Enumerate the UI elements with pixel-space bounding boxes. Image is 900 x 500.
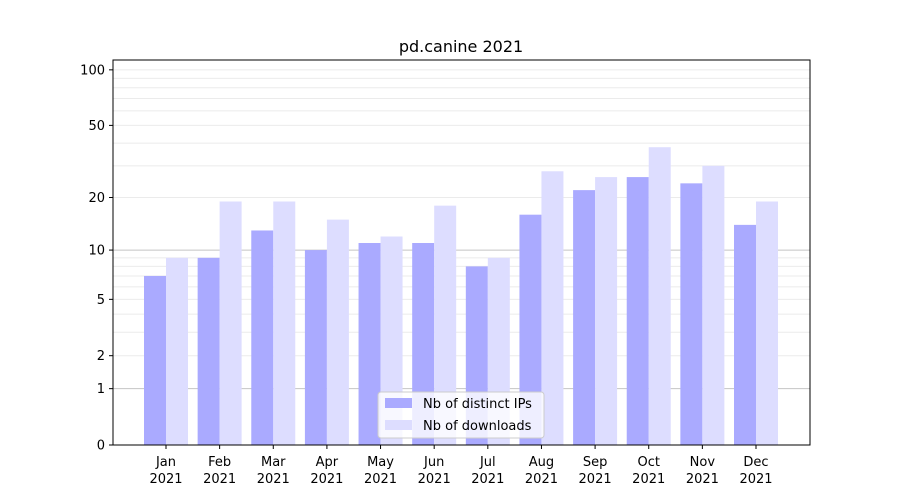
x-tick-label: Aug 2021 bbox=[525, 455, 558, 487]
bar-downloads bbox=[756, 201, 778, 445]
bar-downloads bbox=[273, 201, 296, 445]
x-tick-label: Jan 2021 bbox=[149, 455, 182, 487]
bar-downloads bbox=[166, 257, 188, 445]
bar-distinct-ips bbox=[573, 190, 596, 445]
bar-distinct-ips bbox=[197, 257, 220, 445]
bar-distinct-ips bbox=[734, 224, 756, 445]
y-tick-label: 1 bbox=[97, 382, 105, 397]
bar-distinct-ips bbox=[304, 250, 327, 445]
x-tick-label: Sep 2021 bbox=[579, 455, 612, 487]
bar-distinct-ips bbox=[358, 243, 381, 445]
legend-swatch-downloads bbox=[385, 420, 412, 430]
plot-frame bbox=[112, 59, 811, 446]
bar-downloads bbox=[219, 201, 242, 445]
x-tick-label: May 2021 bbox=[364, 455, 397, 487]
x-tick-label: Dec 2021 bbox=[739, 455, 772, 487]
y-tick-label: 0 bbox=[97, 439, 105, 454]
bar-distinct-ips bbox=[144, 275, 166, 445]
bar-downloads bbox=[595, 177, 618, 445]
bar-distinct-ips bbox=[519, 214, 542, 445]
y-tick-label: 100 bbox=[80, 63, 105, 78]
y-tick-label: 20 bbox=[88, 191, 105, 206]
y-tick-label: 10 bbox=[88, 244, 105, 259]
x-tick-label: Feb 2021 bbox=[203, 455, 236, 487]
legend-swatch-ips bbox=[385, 398, 412, 408]
bar-downloads bbox=[648, 147, 671, 445]
bar-distinct-ips bbox=[680, 183, 703, 445]
x-tick-label: Mar 2021 bbox=[257, 455, 290, 487]
bar-downloads bbox=[702, 165, 725, 445]
x-tick-label: Jul 2021 bbox=[471, 455, 504, 487]
x-tick-label: Jun 2021 bbox=[418, 455, 451, 487]
legend-label-downloads: Nb of downloads bbox=[423, 419, 532, 434]
y-tick-label: 2 bbox=[97, 349, 105, 364]
bar-distinct-ips bbox=[626, 177, 649, 445]
legend-label-ips: Nb of distinct IPs bbox=[423, 397, 532, 412]
y-tick-label: 5 bbox=[97, 293, 105, 308]
chart-title: pd.canine 2021 bbox=[399, 37, 523, 56]
bar-downloads bbox=[541, 171, 564, 445]
x-tick-label: Nov 2021 bbox=[686, 455, 719, 487]
x-tick-label: Apr 2021 bbox=[310, 455, 343, 487]
x-axis: Jan 2021 Feb 2021 Mar 2021 Apr 2021 May 2021 Jun 20… bbox=[149, 445, 773, 487]
y-axis: 0 1 2 5 10 20 50 100 bbox=[80, 63, 113, 454]
bar-downloads bbox=[434, 205, 457, 445]
bar-downloads bbox=[326, 219, 349, 445]
bar-distinct-ips bbox=[251, 230, 274, 445]
y-tick-label: 50 bbox=[88, 119, 105, 134]
legend: Nb of distinct IPs Nb of downloads bbox=[377, 391, 545, 439]
x-tick-label: Oct 2021 bbox=[632, 455, 665, 487]
